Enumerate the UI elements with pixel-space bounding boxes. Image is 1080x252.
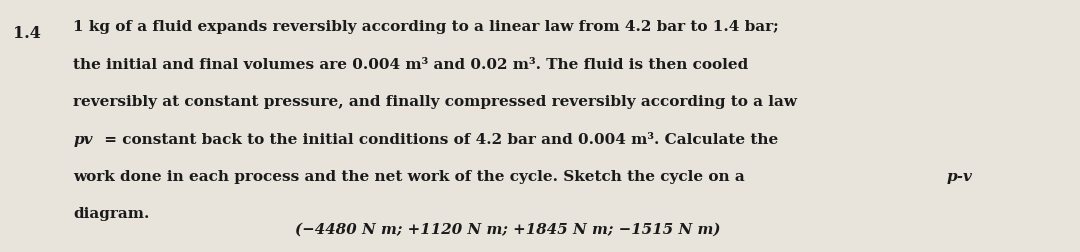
Text: = constant back to the initial conditions of 4.2 bar and 0.004 m³. Calculate the: = constant back to the initial condition… <box>98 132 778 146</box>
Text: p-v: p-v <box>947 169 973 183</box>
Text: 1 kg of a fluid expands reversibly according to a linear law from 4.2 bar to 1.4: 1 kg of a fluid expands reversibly accor… <box>73 20 779 34</box>
Text: reversibly at constant pressure, and finally compressed reversibly according to : reversibly at constant pressure, and fin… <box>73 95 797 109</box>
Text: diagram.: diagram. <box>73 207 150 220</box>
Text: 1.4: 1.4 <box>13 25 41 42</box>
Text: pv: pv <box>73 132 93 146</box>
Text: (−4480 N m; +1120 N m; +1845 N m; −1515 N m): (−4480 N m; +1120 N m; +1845 N m; −1515 … <box>295 222 720 236</box>
Text: work done in each process and the net work of the cycle. Sketch the cycle on a: work done in each process and the net wo… <box>73 169 751 183</box>
Text: the initial and final volumes are 0.004 m³ and 0.02 m³. The fluid is then cooled: the initial and final volumes are 0.004 … <box>73 57 748 71</box>
